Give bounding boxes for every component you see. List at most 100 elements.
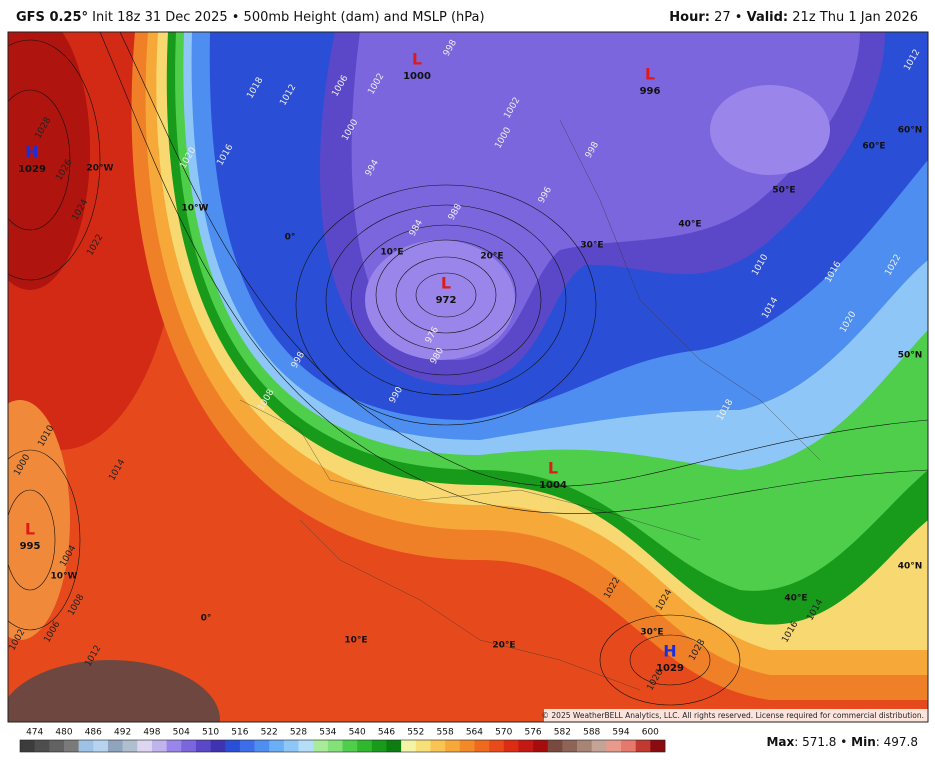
- geo-label: 10°W: [182, 204, 209, 214]
- geo-label: 0°: [201, 614, 212, 624]
- colorbar-swatch: [210, 740, 226, 752]
- colorbar-swatch: [577, 740, 593, 752]
- colorbar-swatch: [445, 740, 461, 752]
- geo-label: 0°: [285, 233, 296, 243]
- geo-label: 60°N: [898, 126, 923, 136]
- geo-label: 50°E: [772, 186, 795, 196]
- colorbar-label: 582: [554, 728, 571, 738]
- header-right: Hour: 27 • Valid: 21z Thu 1 Jan 2026: [669, 10, 918, 25]
- colorbar-swatch: [298, 740, 314, 752]
- pressure-value: 996: [640, 86, 661, 97]
- colorbar-swatch: [283, 740, 299, 752]
- pressure-value: 1000: [403, 71, 431, 82]
- colorbar-label: 534: [319, 728, 336, 738]
- colorbar-swatch: [591, 740, 607, 752]
- pressure-value: 972: [436, 295, 457, 306]
- geo-label: 20°E: [480, 252, 503, 262]
- colorbar-swatch: [635, 740, 651, 752]
- geo-label: 10°E: [380, 248, 403, 258]
- colorbar-swatch: [562, 740, 578, 752]
- colorbar-label: 492: [114, 728, 131, 738]
- colorbar-swatch: [357, 740, 373, 752]
- trough-core: [365, 240, 515, 360]
- colorbar-label: 564: [466, 728, 483, 738]
- max-value: : 571.8 •: [794, 735, 847, 749]
- colorbar-swatch: [459, 740, 475, 752]
- colorbar-label: 594: [612, 728, 629, 738]
- colorbar-label: 540: [349, 728, 366, 738]
- colorbar-label: 486: [85, 728, 102, 738]
- colorbar-label: 600: [642, 728, 659, 738]
- geo-label: 10°W: [51, 572, 78, 582]
- colorbar-swatch: [650, 740, 666, 752]
- colorbar-swatch: [78, 740, 94, 752]
- colorbar-swatch: [225, 740, 241, 752]
- map-frame: [7, 31, 929, 723]
- colorbar-swatch: [518, 740, 534, 752]
- colorbar-swatch: [181, 740, 197, 752]
- colorbar-swatch: [621, 740, 636, 752]
- trough-core: [710, 85, 830, 175]
- shade: [8, 32, 90, 290]
- pressure-letter: L: [25, 520, 35, 539]
- colorbar-swatch: [195, 740, 211, 752]
- colorbar-swatch: [415, 740, 431, 752]
- model-name: GFS 0.25°: [16, 10, 88, 25]
- isobars: [8, 32, 928, 706]
- geo-label: 10°E: [344, 636, 367, 646]
- colorbar-swatch: [49, 740, 65, 752]
- pressure-letter: H: [663, 642, 676, 661]
- colorbar-label: 576: [524, 728, 541, 738]
- geo-label: 20°E: [492, 641, 515, 651]
- colorbar-label: 498: [143, 728, 160, 738]
- pressure-value: 995: [20, 541, 41, 552]
- stats: Max: 571.8 • Min: 497.8: [766, 735, 918, 749]
- geo-label: 60°E: [862, 142, 885, 152]
- colorbar-swatch: [342, 740, 358, 752]
- colorbar-swatch: [371, 740, 387, 752]
- colorbar-label: 558: [437, 728, 454, 738]
- colorbar-label: 474: [26, 728, 43, 738]
- colorbar-label: 552: [407, 728, 424, 738]
- header-left: GFS 0.25° Init 18z 31 Dec 2025 • 500mb H…: [16, 10, 485, 25]
- colorbar-swatch: [327, 740, 343, 752]
- colorbar-swatch: [386, 740, 402, 752]
- colorbar-label: 510: [202, 728, 219, 738]
- colorbar-swatch: [122, 740, 138, 752]
- colorbar-swatch: [239, 740, 255, 752]
- colorbar-swatch: [34, 740, 50, 752]
- colorbar-label: 528: [290, 728, 307, 738]
- geo-label: 20°W: [87, 164, 114, 174]
- colorbar-swatch: [20, 740, 35, 752]
- pressure-letter: L: [645, 65, 655, 84]
- colorbar-label: 480: [55, 728, 72, 738]
- colorbar-swatch: [137, 740, 153, 752]
- pressure-letter: L: [548, 459, 558, 478]
- colorbar: 474 480 486 492 498 504 510 516 522 528 534 540 546 5…: [19, 728, 666, 753]
- shade: [8, 660, 220, 722]
- min-label: Min: [851, 735, 876, 749]
- colorbar-swatch: [63, 740, 79, 752]
- colorbar-label: 504: [173, 728, 190, 738]
- colorbar-swatch: [269, 740, 285, 752]
- colorbar-swatch: [533, 740, 549, 752]
- geo-label: 40°E: [678, 220, 701, 230]
- colorbar-swatch: [401, 740, 417, 752]
- colorbar-swatch: [166, 740, 182, 752]
- geo-label: 30°E: [580, 241, 603, 251]
- pressure-letter: H: [25, 143, 38, 162]
- colorbar-label: 570: [495, 728, 512, 738]
- pressure-value: 1029: [656, 663, 684, 674]
- copyright-bg: [544, 709, 928, 722]
- colorbar-label: 588: [583, 728, 600, 738]
- colorbar-frame: [19, 739, 666, 753]
- colorbar-swatch: [313, 740, 329, 752]
- colorbar-swatch: [606, 740, 622, 752]
- min-value: : 497.8: [876, 735, 918, 749]
- geo-label: 50°N: [898, 351, 923, 361]
- pressure-value: 1029: [18, 164, 46, 175]
- geo-label: 40°N: [898, 562, 923, 572]
